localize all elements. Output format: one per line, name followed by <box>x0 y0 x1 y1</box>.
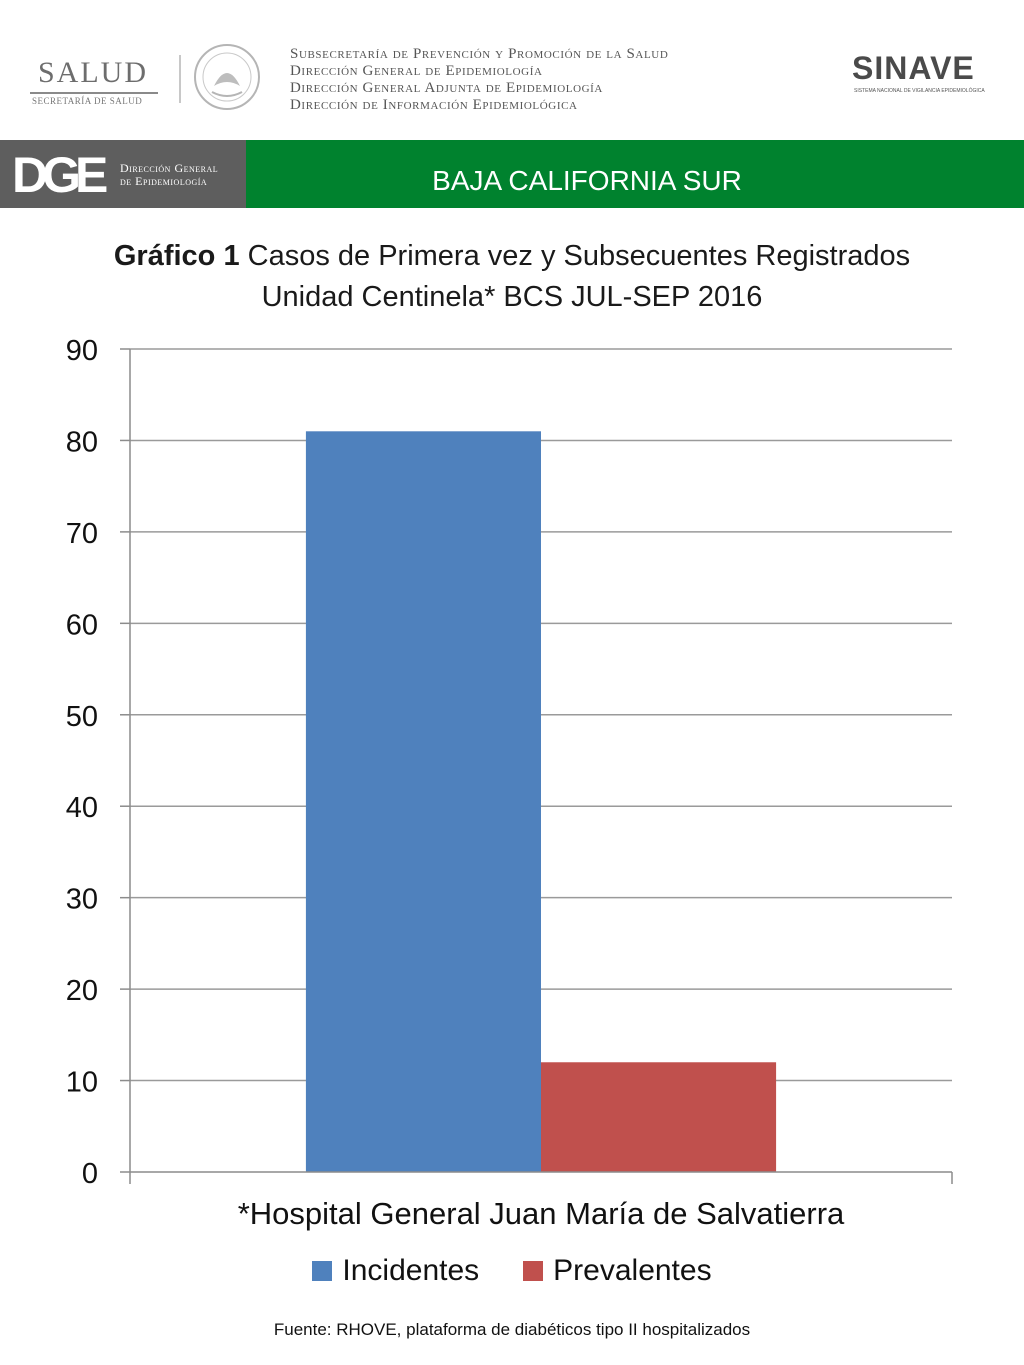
legend-item-incidentes: Incidentes <box>312 1254 479 1288</box>
sinave-logo-subtitle: SISTEMA NACIONAL DE VIGILANCIA EPIDEMIOL… <box>854 88 985 94</box>
chart-title-rest: Casos de Primera vez y Subsecuentes Regi… <box>239 240 911 272</box>
chart-bars <box>305 431 777 1172</box>
chart-title-bold: Gráfico 1 <box>113 240 240 272</box>
org-line: Dirección de Información Epidemiológica <box>290 97 578 113</box>
y-tick-label: 30 <box>66 884 98 916</box>
chart-axes: 0 10 20 30 40 50 60 70 80 90 <box>66 335 953 1190</box>
header-divider <box>179 55 181 103</box>
legend-label: Prevalentes <box>553 1254 712 1287</box>
org-line: Dirección General de Epidemiología <box>290 63 543 79</box>
state-banner: DGE Dirección General de Epidemiología B… <box>0 140 1024 208</box>
y-tick-label: 20 <box>66 975 98 1007</box>
y-tick-label: 10 <box>66 1067 98 1099</box>
bar-prevalentes <box>541 1062 777 1172</box>
national-seal-icon <box>194 44 260 110</box>
org-line: Dirección General Adjunta de Epidemiolog… <box>290 80 603 96</box>
x-axis-category-label: *Hospital General Juan María de Salvatie… <box>237 1196 845 1231</box>
y-tick-label: 60 <box>66 609 98 641</box>
legend-item-prevalentes: Prevalentes <box>523 1254 712 1288</box>
legend-swatch-incidentes <box>312 1261 333 1281</box>
dge-text-line: de Epidemiología <box>120 174 208 188</box>
sinave-logo: SINAVE SISTEMA NACIONAL DE VIGILANCIA EP… <box>852 46 992 98</box>
sinave-logo-word: SINAVE <box>852 50 975 86</box>
salud-logo: SALUD SECRETARÍA DE SALUD <box>28 52 168 107</box>
chart-title: Gráfico 1 Casos de Primera vez y Subsecu… <box>0 236 1024 318</box>
y-tick-label: 50 <box>66 701 98 733</box>
legend-label: Incidentes <box>342 1254 480 1287</box>
dge-logo: DGE Dirección General de Epidemiología <box>0 140 246 208</box>
chart-legend: Incidentes Prevalentes <box>0 1254 1024 1288</box>
dge-logo-mark: DGE <box>12 147 108 203</box>
salud-logo-subtitle: SECRETARÍA DE SALUD <box>32 96 143 106</box>
legend-swatch-prevalentes <box>523 1261 544 1281</box>
state-name: BAJA CALIFORNIA SUR <box>432 165 742 196</box>
organization-lines: Subsecretaría de Prevención y Promoción … <box>290 46 668 114</box>
salud-logo-word: SALUD <box>38 56 149 89</box>
y-tick-label: 40 <box>66 792 98 824</box>
chart-subtitle: Unidad Centinela* BCS JUL-SEP 2016 <box>261 281 763 313</box>
source-note: Fuente: RHOVE, plataforma de diabéticos … <box>273 1320 751 1339</box>
org-line: Subsecretaría de Prevención y Promoción … <box>290 46 669 62</box>
salud-logo-rule <box>30 92 158 94</box>
dge-logo-text: Dirección General de Epidemiología <box>120 162 218 188</box>
y-tick-label: 0 <box>82 1158 98 1190</box>
y-tick-label: 70 <box>66 518 98 550</box>
bar-incidentes <box>305 431 541 1172</box>
page-header: SALUD SECRETARÍA DE SALUD Subsecretaría … <box>0 0 1024 135</box>
y-tick-label: 90 <box>66 335 98 367</box>
dge-text-line: Dirección General <box>120 161 219 175</box>
y-tick-label: 80 <box>66 426 98 458</box>
